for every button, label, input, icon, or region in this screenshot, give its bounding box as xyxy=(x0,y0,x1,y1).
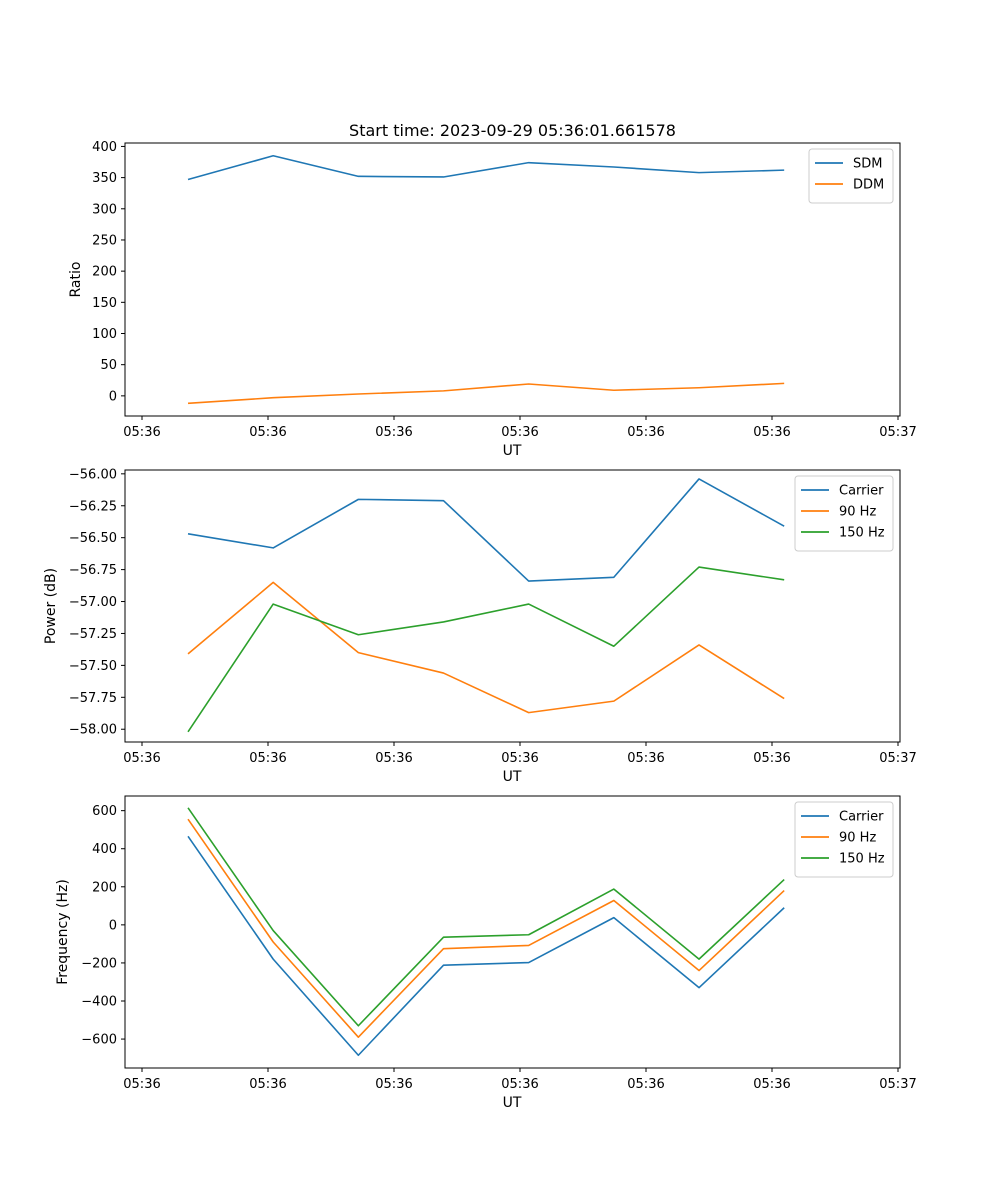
plots-container: 0 50 100 150 200 250 300 350 400 05:36 05:36 05:36 0… xyxy=(43,140,917,1111)
y-tick-label: 200 xyxy=(92,880,117,895)
legend: Carrier 90 Hz 150 Hz xyxy=(794,475,894,552)
series-line-150-hz xyxy=(187,807,785,1027)
y-tick-label: 0 xyxy=(109,918,117,933)
plot-frame xyxy=(124,795,901,1069)
x-tick-label: 05:36 xyxy=(753,425,790,440)
plot-frame xyxy=(124,142,901,417)
x-tick-label: 05:36 xyxy=(627,1077,664,1092)
y-tick-label: −400 xyxy=(81,994,117,1009)
y-tick-label: −56.25 xyxy=(69,499,117,514)
y-tick-label: 250 xyxy=(92,233,117,248)
x-tick-label: 05:36 xyxy=(249,425,286,440)
y-tick-label: 400 xyxy=(92,842,117,857)
y-axis-label: Ratio xyxy=(68,262,84,298)
x-tick-label: 05:37 xyxy=(879,1077,916,1092)
y-tick-label: −57.00 xyxy=(69,595,117,610)
legend-label: DDM xyxy=(853,178,884,193)
legend-label: Carrier xyxy=(839,484,884,499)
y-tick-label: −56.50 xyxy=(69,531,117,546)
subplot-1: 0 50 100 150 200 250 300 350 400 05:36 05:36 05:36 0… xyxy=(68,140,917,459)
subplot-3: −600 −400 −200 0 200 400 600 05:36 05:36 05:36 05:… xyxy=(55,795,917,1111)
y-tick-label: 150 xyxy=(92,296,117,311)
series-line-carrier xyxy=(187,478,785,582)
x-tick-label: 05:36 xyxy=(753,1077,790,1092)
y-tick-label: 350 xyxy=(92,171,117,186)
x-tick-label: 05:36 xyxy=(753,751,790,766)
x-tick-label: 05:36 xyxy=(375,751,412,766)
legend-label: SDM xyxy=(853,157,882,172)
legend: SDM DDM xyxy=(808,148,894,204)
x-tick-label: 05:36 xyxy=(501,1077,538,1092)
legend-label: 150 Hz xyxy=(839,526,885,541)
y-tick-label: −200 xyxy=(81,956,117,971)
subplot-2: −58.00 −57.75 −57.50 −57.25 −57.00 −56.75 −56.… xyxy=(43,467,917,785)
y-tick-label: −57.75 xyxy=(69,691,117,706)
series-line-90-hz xyxy=(187,581,785,714)
legend-label: 150 Hz xyxy=(839,852,885,867)
x-tick-label: 05:36 xyxy=(627,751,664,766)
legend-label: 90 Hz xyxy=(839,505,876,520)
y-tick-label: 400 xyxy=(92,140,117,155)
legend-label: 90 Hz xyxy=(839,831,876,846)
series-line-carrier xyxy=(187,835,785,1057)
x-tick-label: 05:36 xyxy=(123,1077,160,1092)
legend-label: Carrier xyxy=(839,810,884,825)
series-line-sdm xyxy=(187,154,785,181)
y-axis-label: Frequency (Hz) xyxy=(55,879,71,985)
legend: Carrier 90 Hz 150 Hz xyxy=(794,801,894,878)
series-line-90-hz xyxy=(187,818,785,1038)
x-tick-label: 05:36 xyxy=(249,751,286,766)
y-tick-label: 0 xyxy=(109,389,117,404)
x-tick-label: 05:37 xyxy=(879,751,916,766)
x-axis-label: UT xyxy=(503,443,522,459)
y-tick-label: 300 xyxy=(92,202,117,217)
x-tick-label: 05:36 xyxy=(501,425,538,440)
x-tick-label: 05:36 xyxy=(249,1077,286,1092)
y-tick-label: −57.50 xyxy=(69,659,117,674)
series-line-ddm xyxy=(187,382,785,405)
y-tick-label: 50 xyxy=(100,358,117,373)
y-tick-label: −57.25 xyxy=(69,627,117,642)
x-tick-label: 05:36 xyxy=(123,751,160,766)
x-tick-label: 05:36 xyxy=(627,425,664,440)
y-tick-label: 600 xyxy=(92,804,117,819)
plot-frame xyxy=(124,469,901,743)
x-axis-label: UT xyxy=(503,1095,522,1111)
y-tick-label: 200 xyxy=(92,265,117,280)
y-axis-label: Power (dB) xyxy=(43,568,59,644)
x-tick-label: 05:37 xyxy=(879,425,916,440)
x-tick-label: 05:36 xyxy=(375,1077,412,1092)
y-tick-label: −58.00 xyxy=(69,723,117,738)
x-tick-label: 05:36 xyxy=(375,425,412,440)
y-tick-label: −56.00 xyxy=(69,467,117,482)
series-line-150-hz xyxy=(187,566,785,733)
x-axis-label: UT xyxy=(503,769,522,785)
x-tick-label: 05:36 xyxy=(501,751,538,766)
y-tick-label: −56.75 xyxy=(69,563,117,578)
y-tick-label: −600 xyxy=(81,1033,117,1048)
chart-title: Start time: 2023-09-29 05:36:01.661578 xyxy=(349,121,676,140)
y-tick-label: 100 xyxy=(92,327,117,342)
x-tick-label: 05:36 xyxy=(123,425,160,440)
